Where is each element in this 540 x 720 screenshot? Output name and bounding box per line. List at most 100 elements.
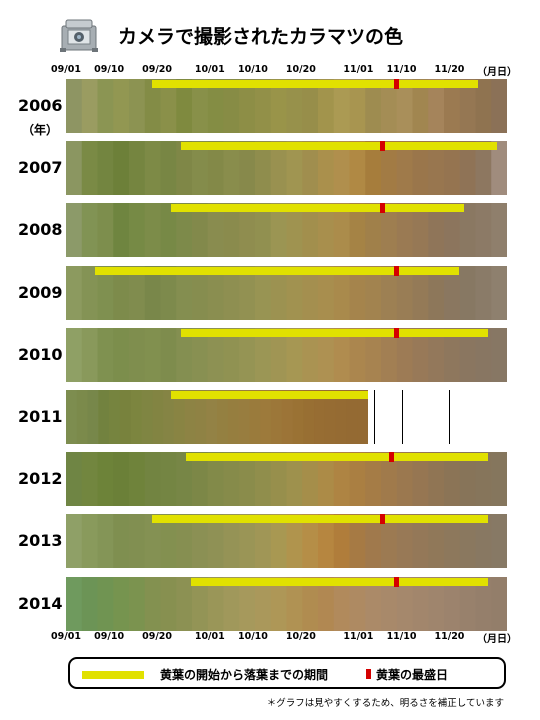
color-cell	[81, 514, 99, 569]
color-cell	[238, 390, 250, 444]
color-cell	[66, 141, 83, 196]
color-cell	[459, 327, 477, 382]
color-cell	[144, 514, 162, 569]
color-cell	[303, 390, 315, 444]
color-cell	[302, 265, 319, 320]
color-cell	[176, 452, 193, 507]
x-tick-label: 11/01	[343, 64, 374, 75]
color-strip-svg	[66, 327, 507, 382]
color-cell	[239, 514, 256, 569]
color-cell	[286, 265, 303, 320]
color-cell	[113, 514, 130, 569]
peak-marker	[379, 514, 385, 525]
color-cell	[129, 79, 146, 133]
color-cell	[333, 265, 351, 320]
year-label: 2012	[18, 469, 63, 489]
x-tick-label: 09/20	[142, 631, 173, 642]
color-cell	[318, 452, 335, 507]
color-cell	[66, 203, 83, 258]
color-cell	[444, 514, 461, 569]
color-cell	[66, 390, 78, 444]
color-cell	[292, 390, 304, 444]
color-cell	[349, 79, 366, 133]
color-cell	[286, 141, 303, 196]
color-cell	[270, 514, 288, 569]
yellowing-period-bar	[181, 328, 488, 337]
color-cell	[365, 203, 382, 258]
color-cell	[491, 79, 507, 133]
color-strip	[66, 141, 507, 196]
color-cell	[160, 141, 177, 196]
color-cell	[144, 141, 162, 196]
color-cell	[144, 576, 162, 631]
color-cell	[160, 327, 177, 382]
peak-marker	[394, 576, 400, 587]
camera-icon	[60, 19, 98, 52]
color-cell	[381, 141, 398, 196]
color-cell	[396, 265, 414, 320]
color-cell	[333, 452, 351, 507]
color-cell	[207, 514, 225, 569]
color-cell	[176, 576, 193, 631]
color-cell	[459, 265, 477, 320]
color-cell	[160, 576, 177, 631]
color-cell	[491, 514, 507, 569]
color-cell	[349, 203, 366, 258]
gridline	[449, 390, 451, 444]
color-strip	[66, 390, 507, 444]
yellowing-period-bar	[185, 453, 488, 462]
color-cell	[207, 452, 225, 507]
color-cell	[97, 141, 114, 196]
color-cell	[119, 390, 132, 444]
color-cell	[270, 576, 288, 631]
year-label: 2008	[18, 220, 63, 240]
color-cell	[129, 576, 146, 631]
color-cell	[396, 141, 414, 196]
color-cell	[475, 452, 492, 507]
color-cell	[475, 327, 492, 382]
color-cell	[412, 327, 429, 382]
color-cell	[381, 452, 398, 507]
x-tick-label: 11/20	[434, 631, 465, 642]
color-cell	[333, 576, 351, 631]
color-cell	[66, 265, 83, 320]
color-cell	[396, 79, 414, 133]
yellowing-period-bar	[171, 391, 368, 399]
color-cell	[192, 576, 209, 631]
color-cell	[81, 265, 99, 320]
yellowing-period-bar	[190, 577, 488, 586]
x-tick-label: 10/20	[285, 64, 316, 75]
color-cell	[396, 203, 414, 258]
color-cell	[97, 203, 114, 258]
color-cell	[66, 79, 83, 133]
color-cell	[318, 141, 335, 196]
color-cell	[428, 576, 445, 631]
color-cell	[144, 265, 162, 320]
color-cell	[97, 327, 114, 382]
x-tick-label: 11/10	[386, 64, 417, 75]
x-axis-top: 09/01 09/10 09/20 10/01 10/10 10/20 11/01 11/10…	[0, 64, 540, 78]
color-cell	[491, 265, 507, 320]
x-tick-label: 09/01	[51, 64, 81, 75]
x-tick-label: 10/20	[285, 631, 316, 642]
color-cell	[302, 452, 319, 507]
color-cell	[286, 576, 303, 631]
color-cell	[130, 390, 143, 444]
color-cell	[428, 79, 445, 133]
year-label: 2007	[18, 158, 63, 178]
color-cell	[144, 203, 162, 258]
x-tick-label: 09/10	[94, 64, 125, 75]
color-cell	[381, 327, 398, 382]
color-cell	[475, 79, 492, 133]
color-cell	[270, 452, 288, 507]
x-tick-label: 09/01	[51, 631, 81, 642]
color-strip	[66, 576, 507, 631]
color-cell	[207, 203, 225, 258]
color-cell	[81, 79, 99, 133]
color-cell	[195, 390, 207, 444]
year-unit-label: （年）	[22, 123, 59, 137]
color-cell	[163, 390, 175, 444]
peak-marker	[394, 79, 400, 89]
color-cell	[412, 452, 429, 507]
color-cell	[176, 141, 193, 196]
